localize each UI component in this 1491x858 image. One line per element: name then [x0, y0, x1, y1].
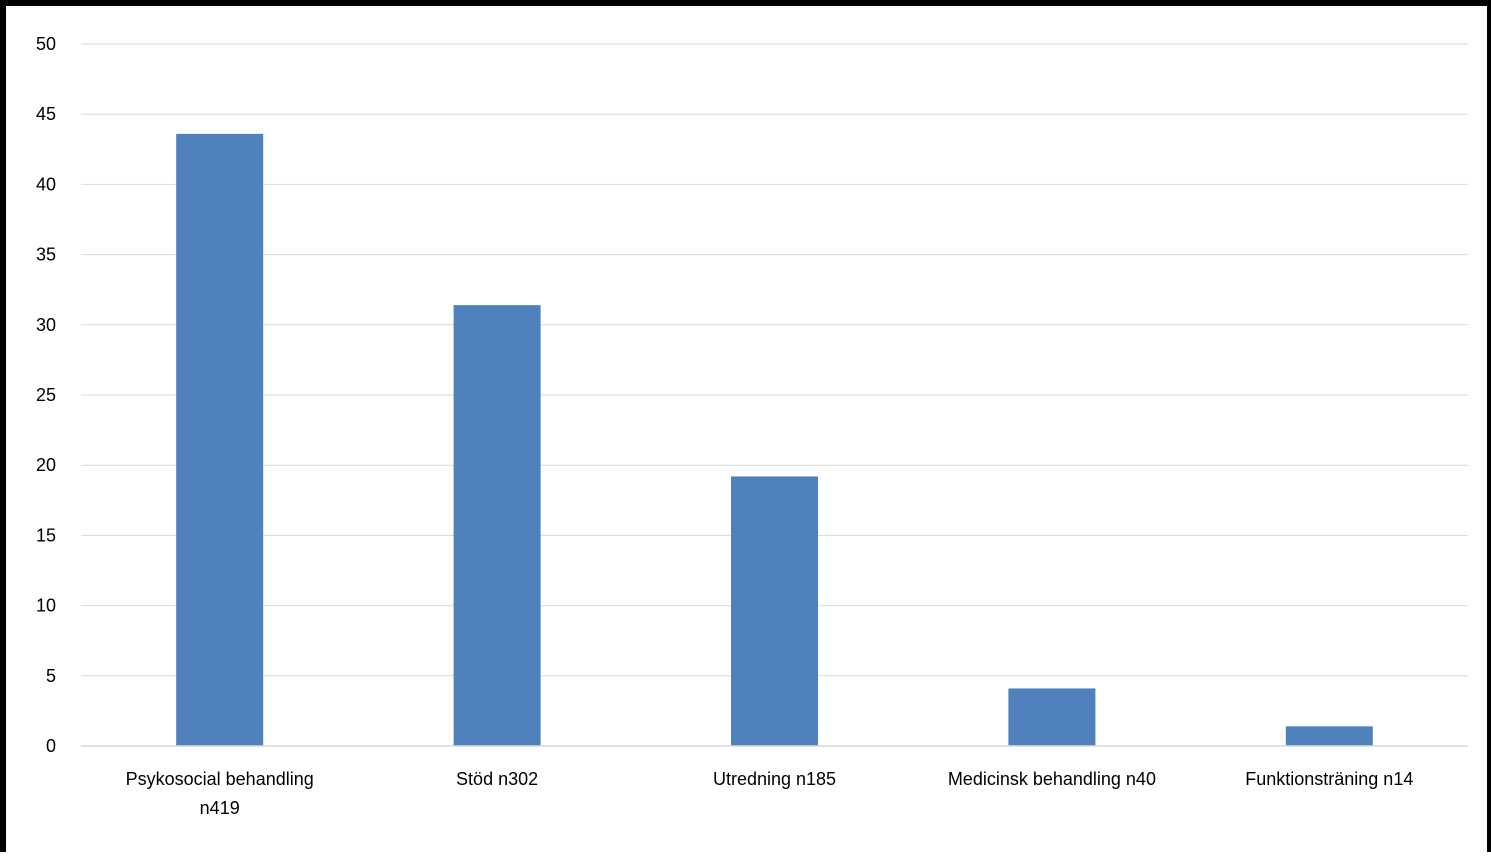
y-tick-label: 25	[36, 385, 56, 405]
x-tick-label: Medicinsk behandling n40	[948, 769, 1156, 789]
y-tick-label: 40	[36, 174, 56, 194]
bar	[453, 305, 541, 746]
bar	[176, 133, 264, 746]
y-tick-label: 45	[36, 104, 56, 124]
y-tick-label: 5	[46, 666, 56, 686]
x-axis-labels: Psykosocial behandling n419 Stöd n302 Utred…	[126, 769, 1414, 818]
bar	[1285, 726, 1373, 746]
x-tick-label: Utredning n185	[713, 769, 836, 789]
x-tick-label: Stöd n302	[456, 769, 538, 789]
y-tick-label: 0	[46, 736, 56, 756]
y-tick-label: 50	[36, 34, 56, 54]
y-tick-label: 15	[36, 525, 56, 545]
y-axis-ticks: 0 5 10 15 20 25 30 35 40 45 50	[36, 34, 56, 756]
x-tick-label: Funktionsträning n14	[1245, 769, 1413, 789]
bars	[176, 133, 1373, 746]
x-tick-label: n419	[200, 798, 240, 818]
bar	[731, 476, 818, 746]
y-tick-label: 35	[36, 245, 56, 265]
y-tick-label: 30	[36, 315, 56, 335]
bar	[1008, 688, 1096, 746]
bar-chart: 0 5 10 15 20 25 30 35 40 45 50 Psykosocial behandl…	[36, 34, 1468, 818]
y-tick-label: 10	[36, 596, 56, 616]
x-tick-label: Psykosocial behandling	[126, 769, 314, 789]
gridlines	[81, 43, 1468, 677]
y-tick-label: 20	[36, 455, 56, 475]
